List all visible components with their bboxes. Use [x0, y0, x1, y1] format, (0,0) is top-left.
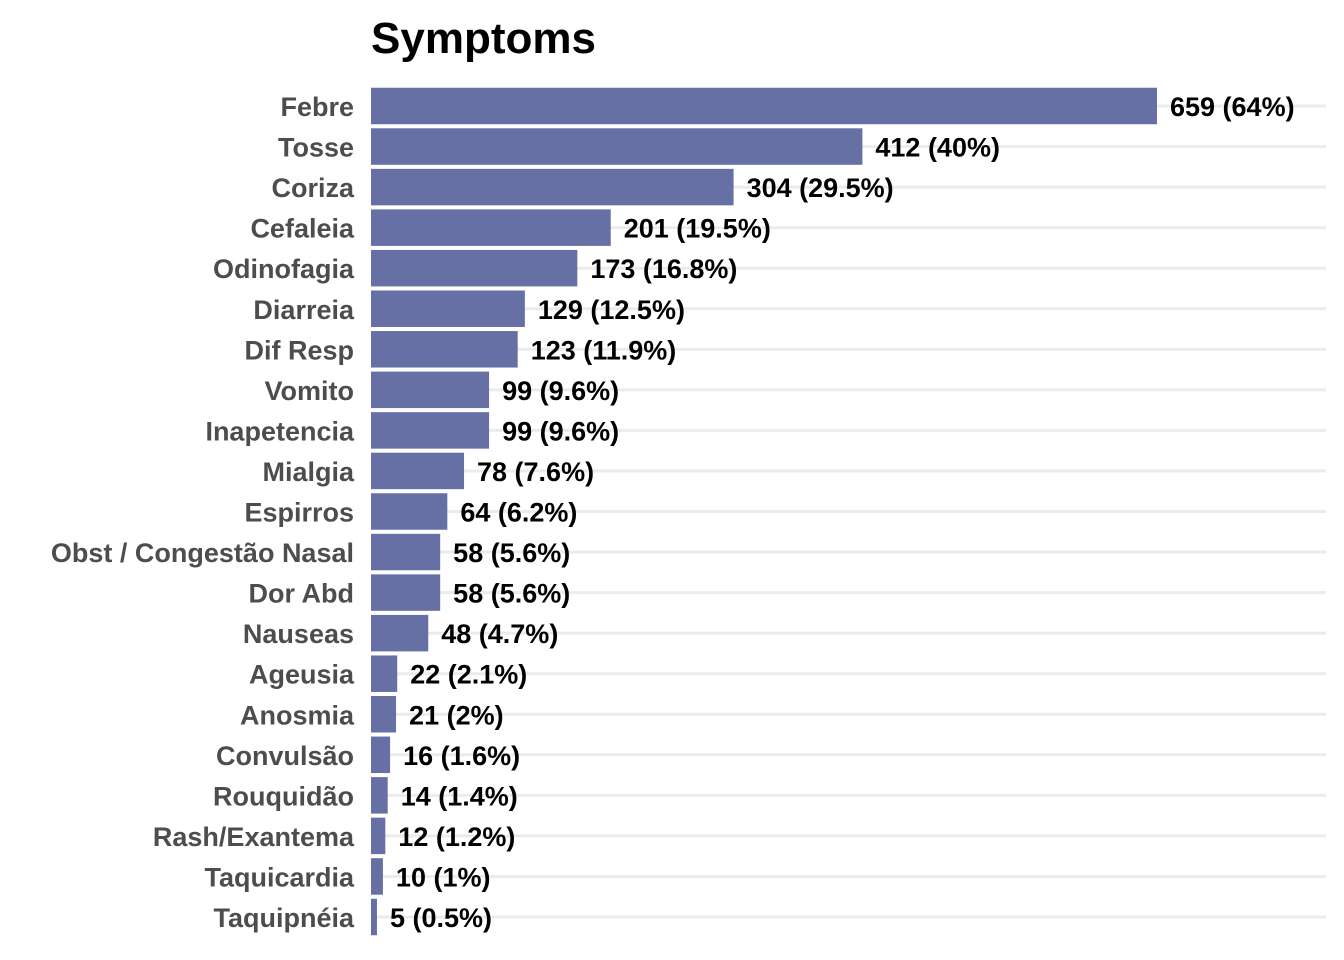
bar: [371, 655, 398, 692]
category-label: Odinofagia: [213, 254, 355, 284]
category-label: Febre: [280, 92, 354, 122]
category-label: Anosmia: [240, 700, 355, 730]
category-label: Nauseas: [243, 619, 354, 649]
bar: [371, 493, 448, 530]
category-label: Ageusia: [249, 660, 355, 690]
value-label: 99 (9.6%): [502, 376, 619, 406]
value-label: 5 (0.5%): [390, 903, 492, 933]
category-label: Coriza: [271, 173, 355, 203]
category-label: Rouquidão: [213, 781, 354, 811]
category-label: Cefaleia: [250, 214, 355, 244]
value-labels: 659 (64%) 412 (40%) 304 (29.5%) 201 (19.5%)…: [390, 92, 1295, 933]
category-label: Mialgia: [262, 457, 355, 487]
bar: [371, 168, 734, 206]
value-label: 22 (2.1%): [410, 660, 527, 690]
category-labels: Febre Tosse Coriza Cefaleia Odinofagia Diarre…: [51, 92, 355, 933]
bar: [371, 331, 518, 368]
value-label: 129 (12.5%): [538, 295, 685, 325]
bar: [371, 574, 441, 611]
category-label: Obst / Congestão Nasal: [51, 538, 354, 568]
category-label: Taquicardia: [204, 862, 355, 892]
bar: [371, 371, 490, 409]
bar: [371, 452, 465, 490]
bar: [371, 777, 388, 814]
bar: [371, 87, 1157, 125]
value-label: 14 (1.4%): [401, 781, 518, 811]
bar: [371, 249, 578, 287]
bar: [371, 817, 386, 855]
chart-title: Symptoms: [371, 14, 596, 63]
category-label: Vomito: [265, 376, 355, 406]
value-label: 78 (7.6%): [477, 457, 594, 487]
value-label: 10 (1%): [396, 862, 491, 892]
bar: [371, 696, 397, 733]
category-label: Dor Abd: [249, 579, 354, 609]
value-label: 173 (16.8%): [590, 254, 737, 284]
category-label: Dif Resp: [244, 335, 354, 365]
category-label: Convulsão: [216, 741, 354, 771]
value-label: 304 (29.5%): [747, 173, 894, 203]
value-label: 58 (5.6%): [453, 579, 570, 609]
value-label: 659 (64%): [1170, 92, 1295, 122]
bar: [371, 898, 377, 936]
value-label: 58 (5.6%): [453, 538, 570, 568]
value-label: 64 (6.2%): [460, 498, 577, 528]
category-label: Inapetencia: [205, 416, 355, 446]
category-label: Espirros: [244, 498, 354, 528]
bar: [371, 736, 391, 774]
bars: [371, 87, 1157, 936]
bar: [371, 128, 863, 165]
category-label: Diarreia: [253, 295, 355, 325]
value-label: 201 (19.5%): [624, 214, 771, 244]
bar: [371, 533, 441, 571]
category-label: Tosse: [278, 133, 354, 163]
bar: [371, 858, 383, 895]
category-label: Taquipnéia: [213, 903, 354, 933]
value-label: 123 (11.9%): [531, 335, 677, 365]
bar: [371, 209, 611, 246]
value-label: 99 (9.6%): [502, 416, 619, 446]
value-label: 21 (2%): [409, 700, 504, 730]
value-label: 12 (1.2%): [398, 822, 515, 852]
gridlines: [371, 104, 1326, 919]
category-label: Rash/Exantema: [153, 822, 355, 852]
value-label: 16 (1.6%): [403, 741, 520, 771]
bar: [371, 290, 525, 327]
bar: [371, 412, 490, 449]
value-label: 412 (40%): [875, 133, 1000, 163]
bar: [371, 614, 429, 652]
value-label: 48 (4.7%): [441, 619, 558, 649]
